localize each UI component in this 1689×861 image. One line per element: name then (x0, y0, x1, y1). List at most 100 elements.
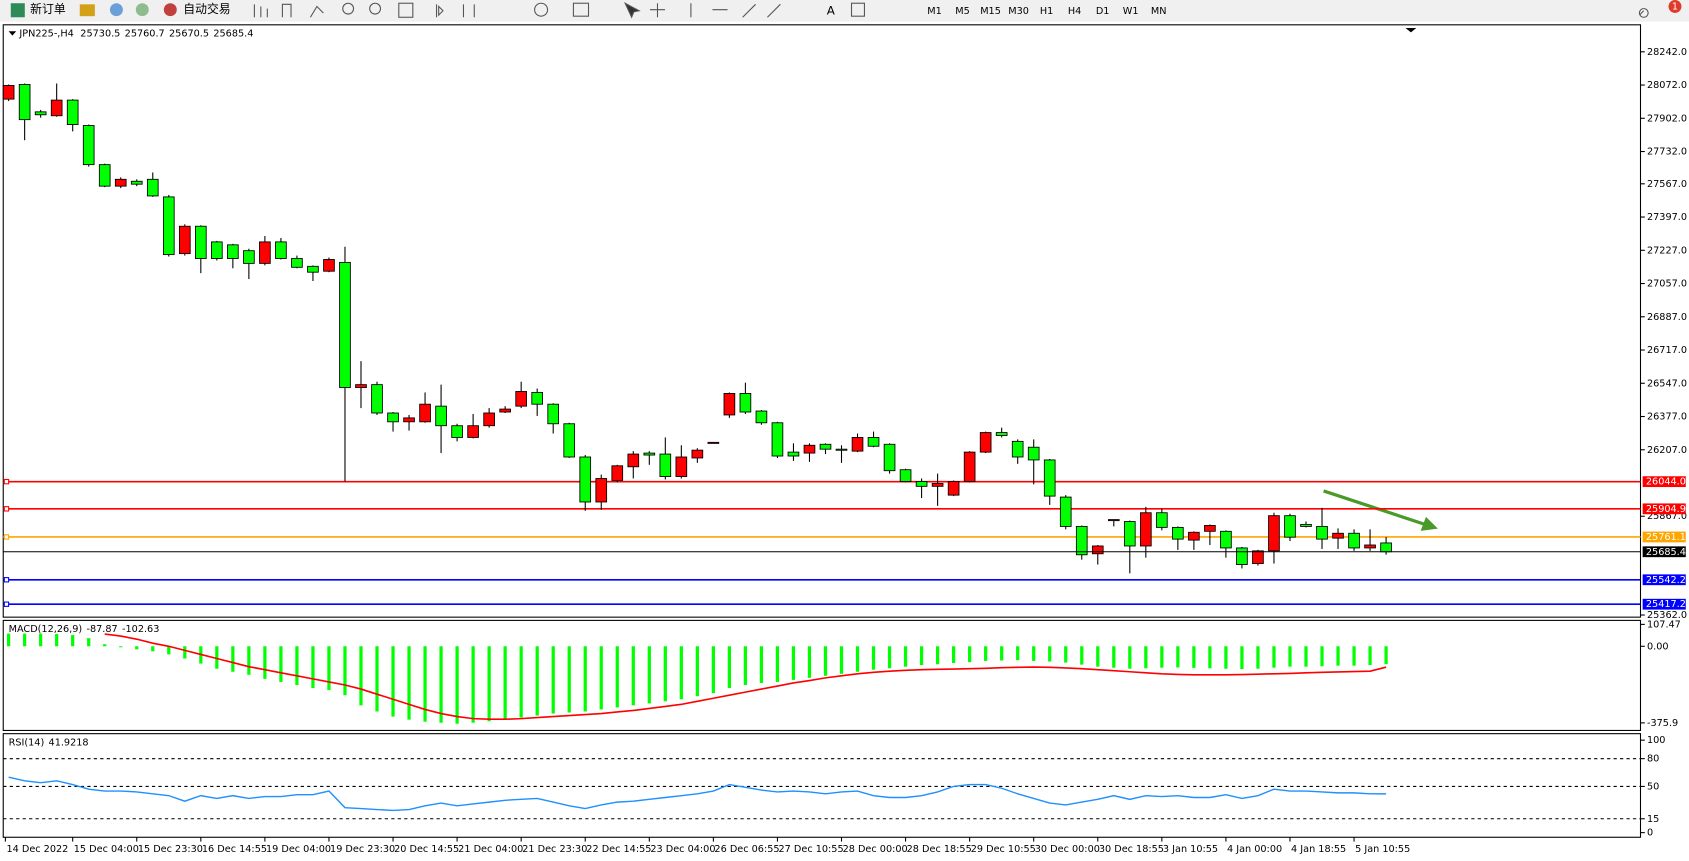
candle-body (275, 241, 287, 259)
macd-bar (1192, 646, 1196, 668)
candle-body (403, 417, 415, 423)
macd-bar (71, 635, 75, 647)
auto-trading-button[interactable]: 自动交易 (183, 2, 230, 16)
candle-body (1284, 515, 1296, 538)
level-label-bg (1642, 531, 1686, 543)
tool-icon[interactable] (309, 5, 324, 18)
macd-bar (391, 646, 395, 717)
macd-bar (423, 646, 427, 722)
candle-body (1043, 459, 1056, 497)
candle-body (883, 443, 896, 472)
candle-body (691, 449, 704, 459)
candle-body (1220, 530, 1232, 549)
candle-body (1075, 525, 1088, 556)
templates[interactable] (572, 2, 590, 17)
candle-body (515, 391, 527, 407)
candle-body (371, 384, 383, 414)
bid-label-bg (1642, 546, 1686, 558)
candle-body (499, 408, 511, 413)
macd-bar (743, 646, 748, 685)
macd-bar (839, 646, 844, 674)
macd-bar (1352, 646, 1356, 666)
new-order-icon[interactable] (10, 3, 25, 18)
crosshair[interactable] (649, 3, 666, 18)
chart-header: JPN225-,H4 25730.5 25760.7 25670.5 25685.4 (18, 28, 253, 39)
timeframe-button[interactable]: D1 (1096, 6, 1110, 17)
macd-bar (679, 646, 683, 700)
new-order-button[interactable]: 新订单 (30, 2, 66, 16)
text-label[interactable] (850, 2, 865, 17)
candle-body (643, 452, 656, 456)
draw-tools[interactable] (690, 3, 781, 18)
rsi-header: RSI(14) 41.9218 (9, 737, 89, 748)
timeframe-button[interactable]: M30 (1008, 6, 1029, 17)
tool-icon[interactable] (253, 4, 268, 18)
macd-bar (727, 646, 732, 689)
y-tick-label: 25362.0 (1647, 610, 1687, 621)
timeframe-button[interactable]: H1 (1040, 6, 1053, 17)
candle-body (755, 410, 768, 424)
periods[interactable] (534, 2, 549, 17)
timeframe-button[interactable]: M1 (927, 6, 942, 17)
macd-bar (647, 646, 651, 704)
candle-body (787, 451, 800, 457)
candle-body (659, 453, 672, 477)
macd-bar (984, 646, 988, 661)
macd-bar (1304, 646, 1308, 667)
tool-icon[interactable] (109, 3, 123, 17)
macd-bar (471, 646, 475, 723)
macd-bar (871, 646, 876, 670)
timeframe-button[interactable]: M15 (980, 6, 1001, 17)
candle-body (867, 437, 880, 447)
timeframe-button[interactable]: W1 (1123, 6, 1139, 17)
candle-body (579, 456, 592, 503)
tool-icon[interactable] (79, 4, 95, 17)
candle-body (1123, 521, 1136, 547)
x-tick-label: 5 Jan 10:55 (1355, 844, 1410, 855)
candle-body (1348, 532, 1360, 549)
timeframe-button[interactable]: MN (1151, 6, 1167, 17)
candle-body (66, 99, 79, 125)
candle-body (1188, 531, 1200, 541)
candle-body (1300, 524, 1312, 527)
macd-bar (1272, 646, 1276, 668)
macd-bar (1224, 646, 1228, 669)
x-tick-label: 21 Dec 23:30 (522, 844, 587, 855)
notification-badge[interactable] (1668, 0, 1682, 13)
x-tick-label: 28 Dec 00:00 (843, 844, 908, 855)
macd-bar (1320, 646, 1324, 667)
tool-icon[interactable] (462, 4, 475, 18)
level-handle (3, 506, 10, 512)
auto-trading-icon[interactable] (163, 3, 177, 17)
macd-bar (279, 646, 283, 682)
candle-body (803, 444, 816, 454)
x-tick-label: 21 Dec 04:00 (458, 844, 523, 855)
candle-body (995, 432, 1008, 436)
candle-body (723, 393, 736, 416)
level-label: 26044.0 (1646, 477, 1686, 488)
tool-icon[interactable] (281, 3, 292, 18)
y-tick-label: 27057.0 (1647, 279, 1687, 290)
macd-bar (519, 646, 523, 718)
tool-icon[interactable] (435, 4, 444, 18)
signal-line (104, 633, 1387, 721)
cursor[interactable] (623, 1, 641, 19)
tile-windows[interactable] (398, 2, 414, 18)
timeframe-button[interactable]: H4 (1068, 6, 1081, 17)
search[interactable] (1638, 8, 1649, 18)
macd-bar (327, 646, 331, 691)
macd-bar (551, 646, 555, 714)
text-tool[interactable]: A (827, 3, 836, 17)
y-tick-label: 0 (1647, 828, 1653, 839)
timeframe-button[interactable]: M5 (955, 6, 970, 17)
trend-arrow (1323, 489, 1438, 531)
zoom-out[interactable] (369, 2, 382, 15)
arrow-head (1420, 516, 1438, 531)
zoom-in[interactable] (342, 2, 355, 15)
symbol: JPN225-,H4 (18, 28, 73, 39)
macd-bar (1064, 646, 1068, 663)
x-tick-label: 4 Jan 18:55 (1291, 844, 1346, 855)
macd-value: -87.87 (86, 624, 117, 635)
level-label-bg (1642, 574, 1686, 586)
tool-icon[interactable] (135, 3, 149, 17)
